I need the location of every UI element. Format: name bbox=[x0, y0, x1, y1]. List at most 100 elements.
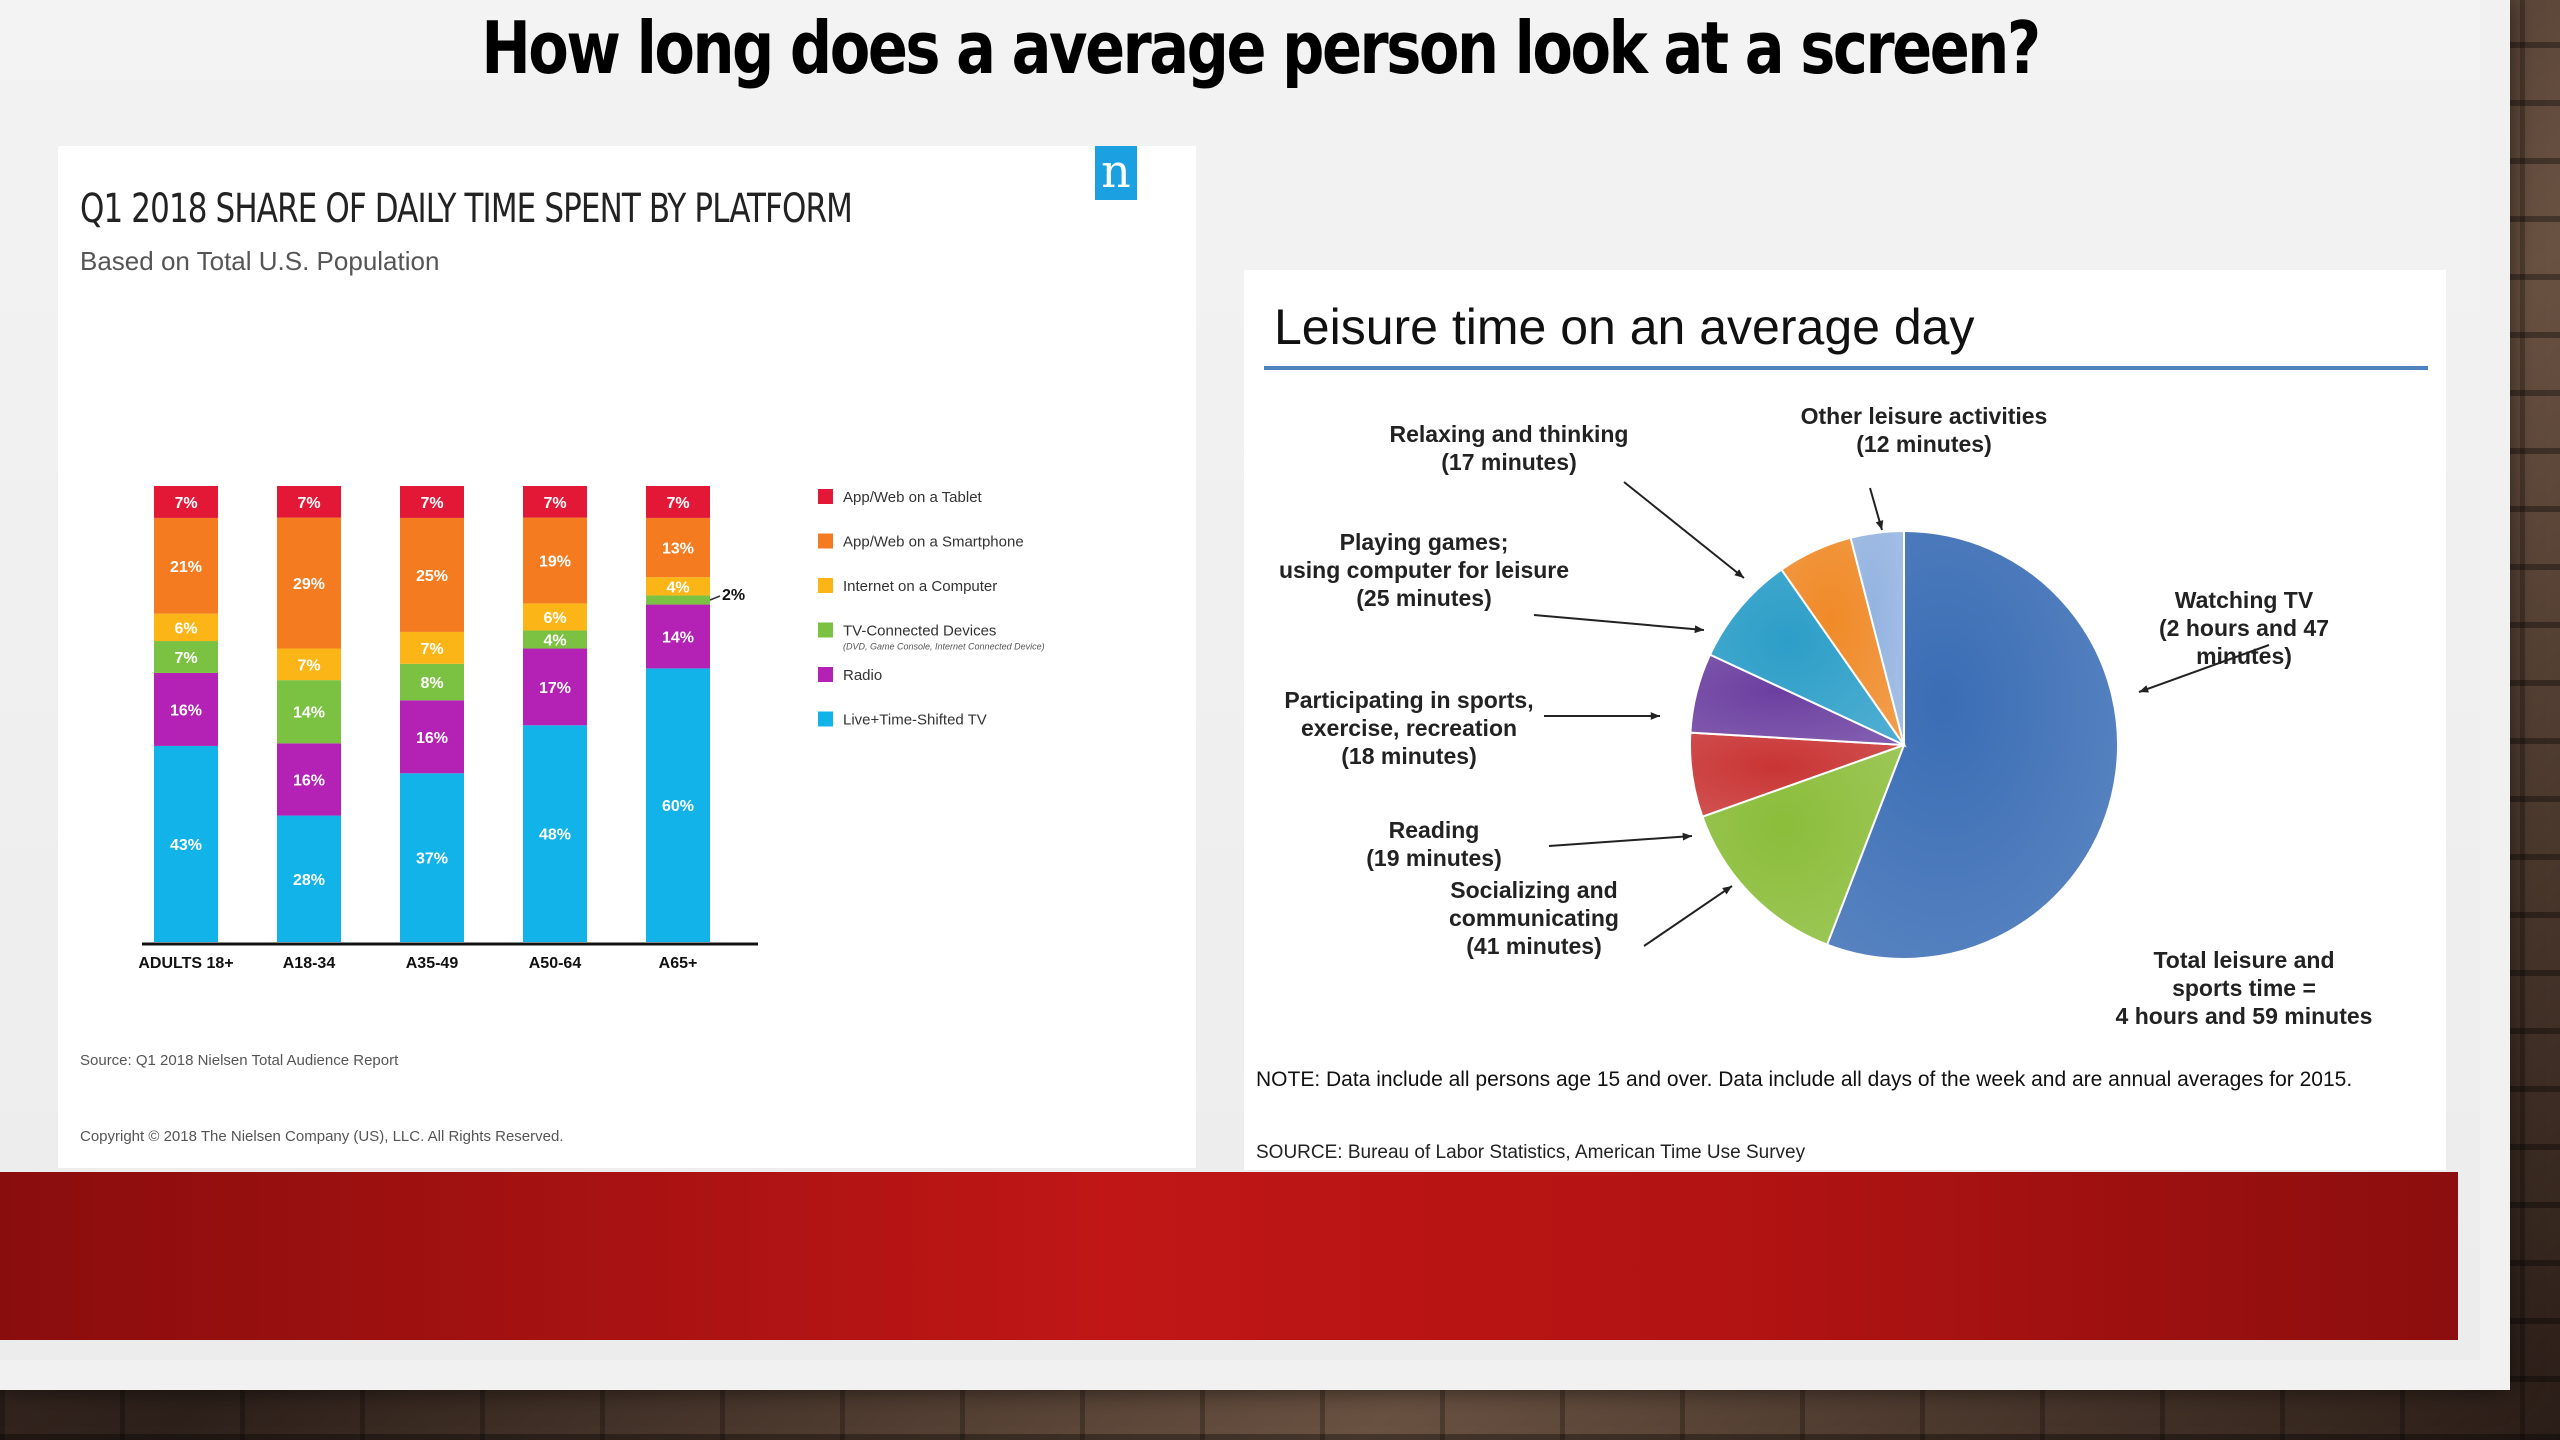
legend-swatch bbox=[818, 622, 833, 638]
bar-data-label: 14% bbox=[662, 629, 694, 646]
nielsen-source: Source: Q1 2018 Nielsen Total Audience R… bbox=[80, 1052, 399, 1069]
bar-segment bbox=[523, 486, 587, 518]
pie-slice-label: communicating bbox=[1449, 905, 1619, 931]
pie-callout-arrowhead bbox=[1734, 569, 1744, 578]
bls-source: SOURCE: Bureau of Labor Statistics, Amer… bbox=[1256, 1142, 1806, 1163]
legend-swatch bbox=[818, 667, 833, 682]
bar-segment bbox=[400, 663, 464, 701]
bar-data-label: 7% bbox=[297, 495, 320, 512]
nielsen-chart-panel: n Q1 2018 SHARE OF DAILY TIME SPENT BY P… bbox=[58, 146, 1196, 1168]
bar-data-label: 4% bbox=[666, 579, 689, 596]
bar-data-label: 16% bbox=[293, 772, 325, 789]
pie-callout-arrowhead bbox=[1722, 886, 1732, 895]
pie-slice-label: (2 hours and 47 bbox=[2159, 615, 2329, 641]
bar-data-label: 7% bbox=[420, 495, 443, 512]
x-tick-label: A65+ bbox=[659, 955, 698, 972]
legend-swatch bbox=[818, 489, 833, 504]
bar-segment bbox=[523, 603, 587, 631]
pie-callout-arrowhead bbox=[1694, 625, 1704, 634]
bls-chart-panel: Leisure time on an average day Watching … bbox=[1244, 270, 2446, 1170]
pie-callout-arrowhead bbox=[2139, 685, 2149, 693]
pie-slice-label: (17 minutes) bbox=[1441, 449, 1576, 475]
bar-segment bbox=[646, 486, 710, 518]
pie-callout-arrowhead bbox=[1650, 712, 1660, 720]
bar-segment bbox=[400, 631, 464, 664]
bar-data-label: 16% bbox=[170, 702, 202, 719]
pie-callout-line bbox=[2138, 644, 2270, 693]
bls-chart-title: Leisure time on an average day bbox=[1274, 299, 1975, 355]
bar-segment bbox=[277, 648, 341, 681]
bar-segment bbox=[400, 773, 464, 942]
pie-slice-label: Socializing and bbox=[1450, 877, 1617, 903]
legend-label: Internet on a Computer bbox=[843, 578, 997, 595]
slide-title: How long does a average person look at a… bbox=[481, 6, 2041, 90]
bar-data-label: 13% bbox=[662, 541, 694, 558]
bar-data-label: 48% bbox=[539, 827, 571, 844]
pie-callout-line bbox=[1533, 614, 1705, 631]
pie-callout-line bbox=[1643, 885, 1733, 947]
bar-data-label: 6% bbox=[543, 610, 566, 627]
bls-note: NOTE: Data include all persons age 15 an… bbox=[1256, 1068, 2353, 1091]
nielsen-chart-subtitle: Based on Total U.S. Population bbox=[80, 246, 440, 276]
title-underline bbox=[1264, 366, 2428, 370]
bar-segment bbox=[400, 700, 464, 774]
bar-segment bbox=[400, 517, 464, 632]
bar-segment bbox=[154, 672, 218, 746]
external-data-label: 2% bbox=[722, 587, 745, 604]
legend-label: Radio bbox=[843, 667, 882, 684]
pie-slice-label: Playing games; bbox=[1340, 529, 1509, 555]
bar-segment bbox=[154, 486, 218, 518]
bar-data-label: 6% bbox=[174, 620, 197, 637]
bar-data-label: 60% bbox=[662, 798, 694, 815]
bar-data-label: 19% bbox=[539, 553, 571, 570]
callout-line bbox=[709, 595, 721, 601]
pie-total-label: Total leisure and bbox=[2153, 947, 2334, 973]
bar-segment bbox=[646, 595, 710, 605]
bar-data-label: 7% bbox=[666, 495, 689, 512]
bar-segment bbox=[523, 725, 587, 942]
nielsen-chart-title: Q1 2018 SHARE OF DAILY TIME SPENT BY PLA… bbox=[80, 186, 853, 232]
pie-slice bbox=[1708, 568, 1907, 748]
nielsen-copyright: Copyright © 2018 The Nielsen Company (US… bbox=[80, 1128, 564, 1145]
pie-callout-arrowhead bbox=[1682, 832, 1692, 841]
nielsen-logo: n bbox=[1095, 146, 1137, 200]
pie-total-label: sports time = bbox=[2172, 975, 2316, 1001]
x-tick-label: A18-34 bbox=[283, 955, 336, 972]
bar-data-label: 14% bbox=[293, 705, 325, 722]
bar-segment bbox=[646, 668, 710, 942]
bar-data-label: 25% bbox=[416, 568, 448, 585]
pie-slice bbox=[1701, 743, 1906, 946]
pie-slice-label: (41 minutes) bbox=[1466, 933, 1601, 959]
bar-segment bbox=[154, 613, 218, 642]
bar-data-label: 37% bbox=[416, 851, 448, 868]
bar-data-label: 4% bbox=[543, 633, 566, 650]
stacked-bar-chart: 43% 16% 7% 6% 21% 7% ADULTS 18+ 28% 16% 14% 7% 29% 7… bbox=[138, 486, 1045, 972]
pie-slice-label: Other leisure activities bbox=[1801, 403, 2048, 429]
pie-slice-label: minutes) bbox=[2196, 643, 2292, 669]
bar-segment bbox=[277, 815, 341, 942]
bar-segment bbox=[154, 641, 218, 673]
bar-segment bbox=[523, 648, 587, 726]
legend-note: (DVD, Game Console, Internet Connected D… bbox=[843, 642, 1045, 652]
bar-segment bbox=[646, 517, 710, 578]
bar-segment bbox=[646, 604, 710, 669]
pie-slice bbox=[1849, 529, 1905, 746]
bar-data-label: 17% bbox=[539, 680, 571, 697]
bar-segment bbox=[523, 630, 587, 649]
bar-data-label: 7% bbox=[297, 657, 320, 674]
bar-data-label: 7% bbox=[174, 650, 197, 667]
red-banner bbox=[0, 1172, 2458, 1340]
x-tick-label: ADULTS 18+ bbox=[138, 955, 233, 972]
pie-slice bbox=[1825, 529, 2119, 960]
legend-swatch bbox=[818, 533, 833, 549]
pie-slice-label: (25 minutes) bbox=[1356, 585, 1491, 611]
bar-segment bbox=[646, 577, 710, 596]
legend-label: Live+Time-Shifted TV bbox=[843, 712, 987, 729]
bar-segment bbox=[523, 517, 587, 604]
pie-slice-label: exercise, recreation bbox=[1301, 715, 1517, 741]
bar-segment bbox=[400, 486, 464, 518]
bar-data-label: 7% bbox=[420, 641, 443, 658]
pie-slice-label: using computer for leisure bbox=[1279, 557, 1569, 583]
bar-data-label: 21% bbox=[170, 559, 202, 576]
